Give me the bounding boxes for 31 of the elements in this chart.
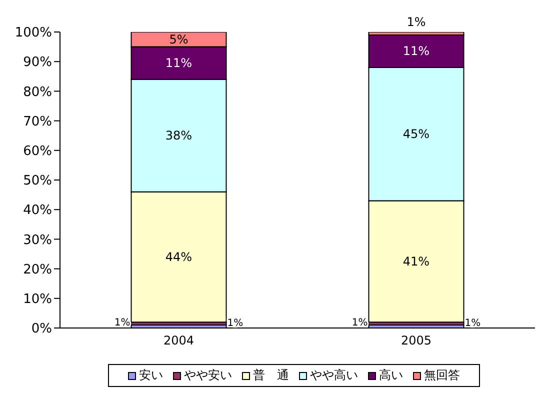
y-tick-label: 90% xyxy=(23,55,52,70)
y-tick-label: 0% xyxy=(31,322,52,337)
data-label: 1% xyxy=(406,15,426,29)
data-label: 1% xyxy=(227,318,244,330)
y-tick-label: 80% xyxy=(23,84,52,100)
y-tick-label: 40% xyxy=(23,203,52,218)
data-label: 11% xyxy=(165,56,192,70)
y-tick-label: 20% xyxy=(23,262,52,278)
y-tick-label: 70% xyxy=(23,114,52,130)
y-tick-label: 60% xyxy=(23,144,52,160)
legend-label: やや高い xyxy=(310,367,358,384)
x-tick-label: 2004 xyxy=(163,334,194,348)
data-label: 1% xyxy=(114,318,130,329)
y-tick-label: 10% xyxy=(23,292,52,308)
data-label: 11% xyxy=(402,44,430,58)
data-label: 45% xyxy=(402,127,430,142)
legend-label: 安い xyxy=(139,367,163,384)
x-tick-label: 2005 xyxy=(400,334,432,348)
data-label: 38% xyxy=(165,128,192,143)
data-label: 1% xyxy=(352,318,368,329)
legend-label: 高い xyxy=(379,367,403,384)
legend-label: やや安い xyxy=(184,367,232,384)
legend-label: 無回答 xyxy=(424,367,460,384)
y-tick-label: 100% xyxy=(14,26,52,41)
data-label: 1% xyxy=(464,318,481,330)
data-label: 41% xyxy=(402,254,430,268)
data-label: 44% xyxy=(165,250,192,264)
y-tick-label: 30% xyxy=(23,232,52,248)
data-label: 5% xyxy=(169,32,188,46)
legend-label: 普 通 xyxy=(253,367,289,384)
y-tick-label: 50% xyxy=(23,174,52,189)
